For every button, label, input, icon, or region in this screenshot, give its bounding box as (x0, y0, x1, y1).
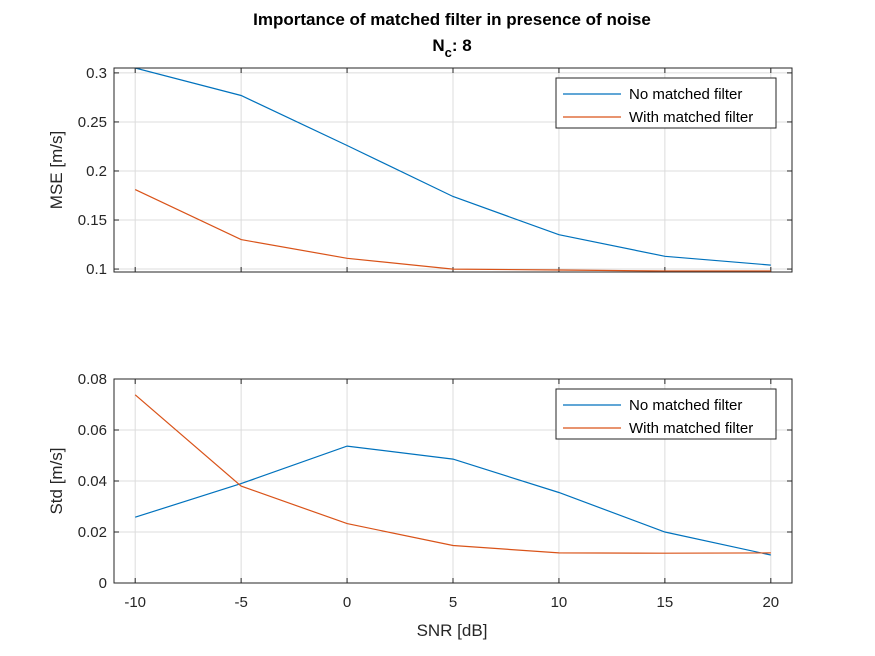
chart-title: Importance of matched filter in presence… (253, 10, 651, 29)
x-tick-label: 5 (449, 594, 457, 611)
mse-subplot: 0.1 0.15 0.2 0.25 0.3 MSE [m/s] No matched fil… (47, 65, 793, 278)
subtitle-symbol: N (432, 36, 444, 55)
legend-label: No matched filter (629, 397, 742, 414)
y-tick-label: 0 (99, 575, 107, 592)
y-axis-label: MSE [m/s] (47, 131, 66, 209)
x-tick-label: 0 (343, 594, 351, 611)
subtitle-value: : 8 (452, 36, 472, 55)
legend-box (555, 388, 777, 440)
y-tick-label: 0.04 (78, 473, 107, 490)
y-tick-label: 0.08 (78, 371, 107, 388)
y-tick-label: 0.06 (78, 422, 107, 439)
y-tick-label: 0.15 (78, 212, 107, 229)
legend-label: No matched filter (629, 86, 742, 103)
y-tick-label: 0.02 (78, 524, 107, 541)
legend-label: With matched filter (629, 420, 753, 437)
x-tick-label: 15 (657, 594, 674, 611)
x-axis-label: SNR [dB] (417, 621, 488, 640)
y-tick-label: 0.1 (86, 261, 107, 278)
series-line-no-matched-filter (135, 445, 771, 556)
std-subplot: 0 0.02 0.04 0.06 0.08 -10 -5 0 5 10 15 20 Std [m/s] N… (47, 371, 793, 611)
legend: No matched filter With matched filter (555, 77, 777, 129)
y-tick-label: 0.25 (78, 114, 107, 131)
legend: No matched filter With matched filter (555, 388, 777, 440)
y-tick-label: 0.2 (86, 163, 107, 180)
legend-box (555, 77, 777, 129)
x-tick-label: -5 (234, 594, 247, 611)
subtitle-subscript: c (445, 45, 452, 60)
x-tick-label: 20 (762, 594, 779, 611)
axes-frame (113, 67, 793, 273)
axes-frame (113, 378, 793, 584)
y-tick-label: 0.3 (86, 65, 107, 82)
legend-label: With matched filter (629, 109, 753, 126)
series-line-no-matched-filter (135, 68, 771, 266)
x-tick-label: 10 (551, 594, 568, 611)
y-axis-label: Std [m/s] (47, 447, 66, 514)
chart-subtitle: Nc: 8 (432, 36, 471, 60)
series-line-with-matched-filter (134, 394, 771, 554)
series-line-with-matched-filter (134, 189, 771, 272)
x-tick-label: -10 (124, 594, 146, 611)
